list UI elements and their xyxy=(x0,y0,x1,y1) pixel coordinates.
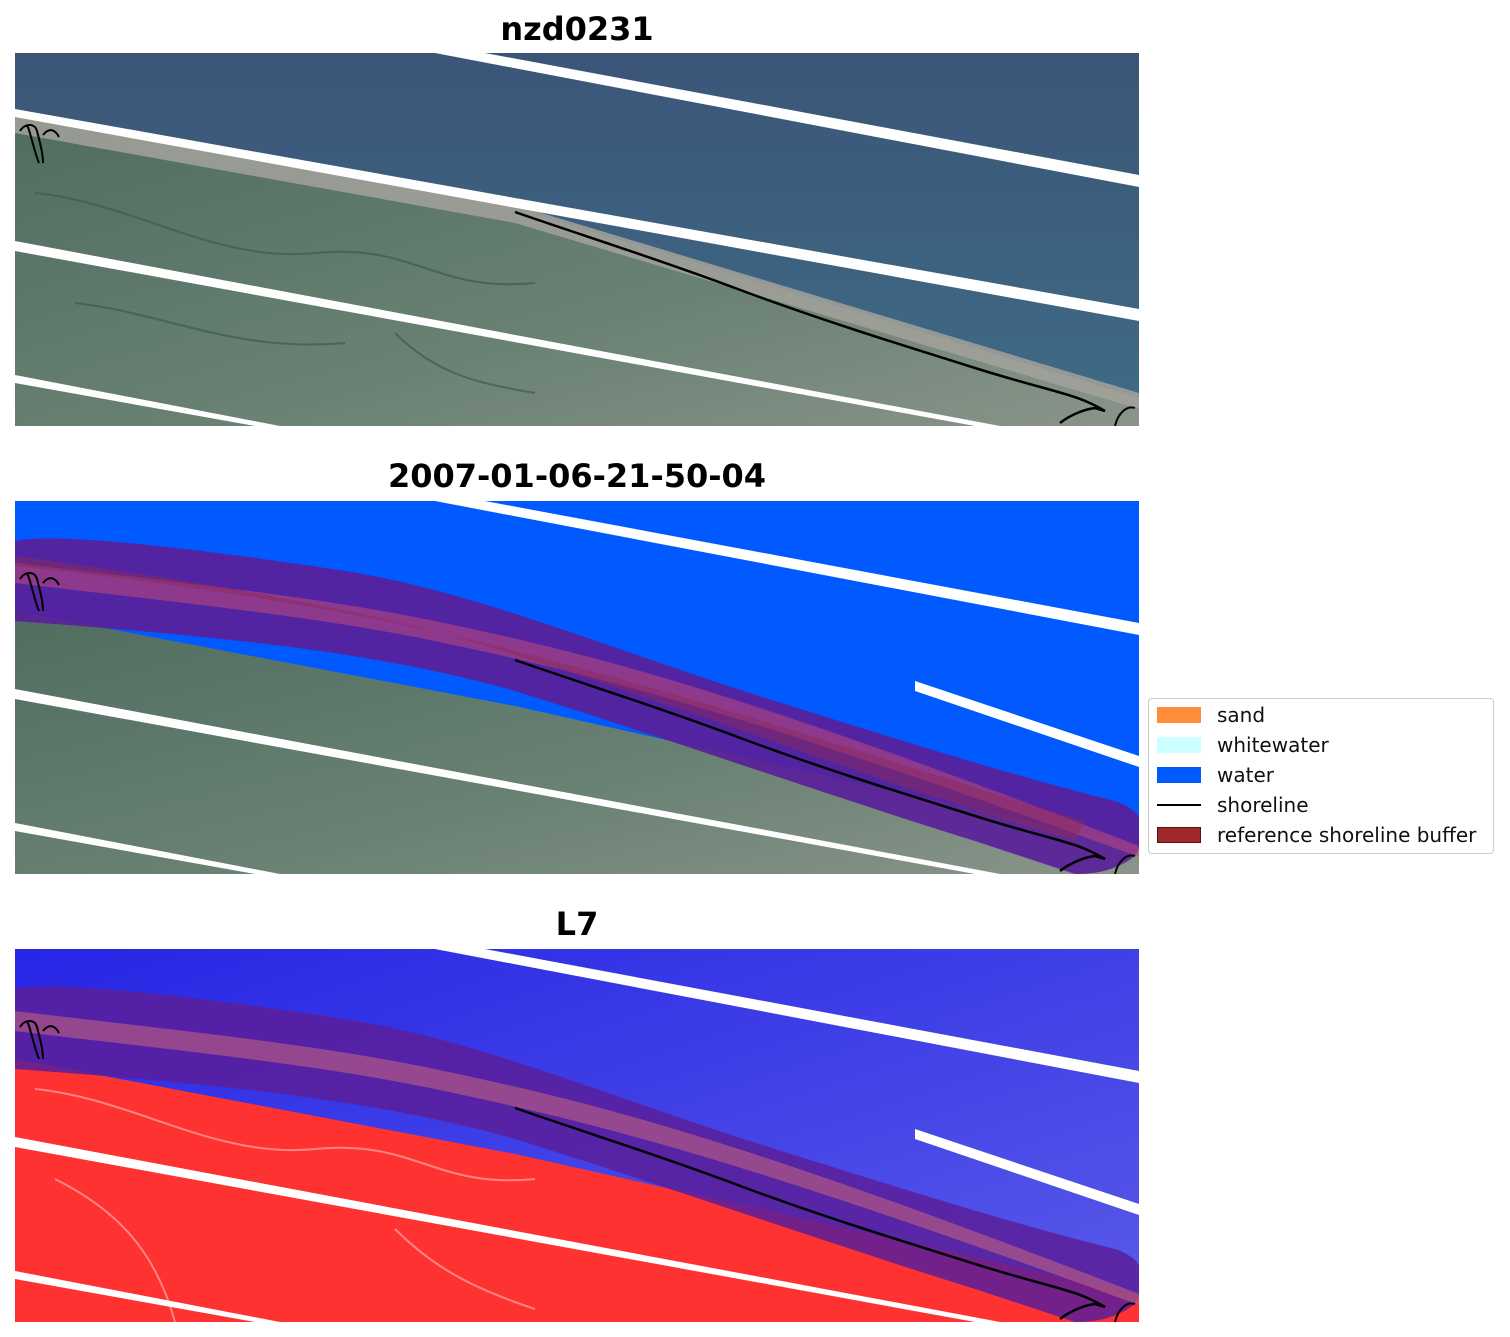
beach-strip xyxy=(15,115,1139,409)
buffer-swatch xyxy=(1157,827,1201,843)
whitewater-swatch xyxy=(1157,737,1201,753)
ndwi-image-panel xyxy=(15,949,1139,1322)
water-swatch xyxy=(1157,767,1201,783)
legend-item-shoreline: shoreline xyxy=(1149,793,1493,817)
legend-item-whitewater: whitewater xyxy=(1149,733,1493,757)
beach-overlap-band xyxy=(15,1011,1139,1305)
land-index-area xyxy=(15,1059,1139,1322)
classified-image-panel xyxy=(15,501,1139,874)
shoreline-line xyxy=(514,658,1106,872)
legend-item-sand: sand xyxy=(1149,703,1493,727)
legend-label: water xyxy=(1217,763,1274,787)
sand-swatch xyxy=(1157,707,1201,723)
scan-line-gaps xyxy=(15,949,1139,1322)
land-area xyxy=(15,611,1139,874)
reference-shoreline-buffer xyxy=(15,538,1139,874)
legend-label: shoreline xyxy=(1217,793,1309,817)
panel-title-satellite: L7 xyxy=(555,905,599,943)
beach-overlap-band xyxy=(15,563,1139,857)
scan-line-gaps xyxy=(15,53,1139,426)
panel-title-rgb: nzd0231 xyxy=(500,10,654,48)
reference-shoreline-buffer xyxy=(15,986,1139,1322)
legend-item-water: water xyxy=(1149,763,1493,787)
rgb-image-panel xyxy=(15,53,1139,426)
legend-item-reference-buffer: reference shoreline buffer xyxy=(1149,823,1493,847)
shoreline-line-icon xyxy=(1157,804,1201,806)
scan-line-gaps xyxy=(15,501,1139,874)
shoreline-line xyxy=(514,210,1106,424)
estuary-contour xyxy=(19,124,60,164)
land-area xyxy=(15,115,1139,426)
legend: sand whitewater water shoreline referenc… xyxy=(1148,698,1494,854)
legend-label: sand xyxy=(1217,703,1266,727)
legend-label: reference shoreline buffer xyxy=(1217,823,1477,847)
panel-title-date: 2007-01-06-21-50-04 xyxy=(387,457,767,495)
shoreline-line xyxy=(514,1106,1106,1320)
legend-label: whitewater xyxy=(1217,733,1329,757)
estuary-contour xyxy=(19,1020,60,1060)
estuary-contour xyxy=(19,572,60,612)
